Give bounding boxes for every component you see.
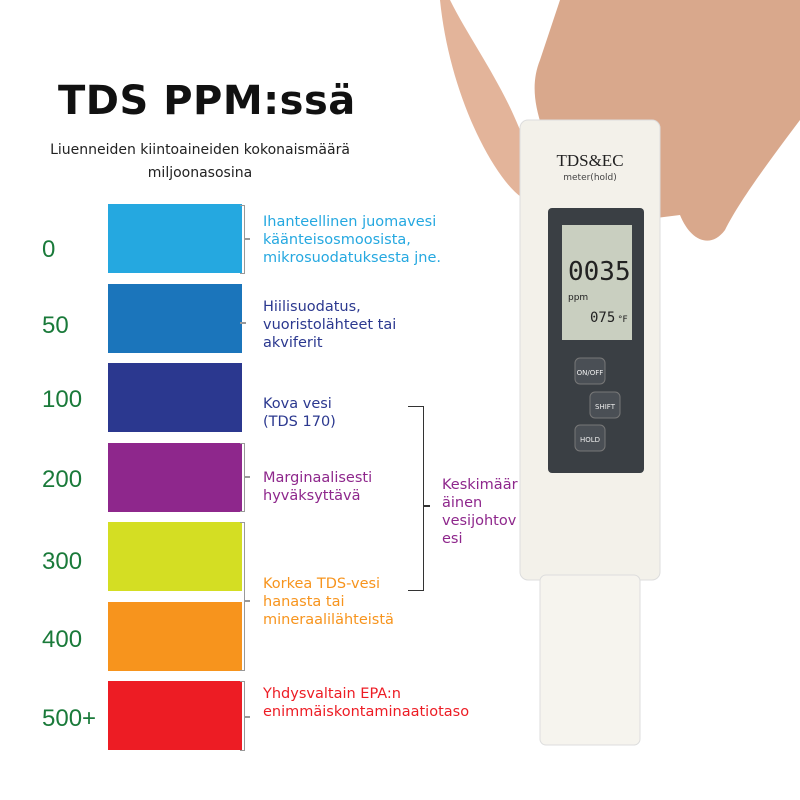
description-line: Korkea TDS-vesi (263, 576, 381, 592)
on-off-button[interactable] (574, 357, 606, 385)
description-line: vuoristolähteet tai (263, 317, 397, 333)
svg-text:HOLD: HOLD (580, 436, 600, 444)
level-label: 300 (42, 548, 83, 575)
level-bar-3 (108, 443, 242, 512)
bracket (240, 522, 245, 671)
level-bar-6 (108, 681, 242, 750)
description-line: Ihanteellinen juomavesi (263, 214, 437, 230)
level-description: Hiilisuodatus, vuoristolähteet tai akvifer… (263, 298, 396, 352)
level-bar-4 (108, 522, 242, 591)
brand-label: TDS&EC (556, 151, 623, 170)
description-line: enimmäiskontaminaatiotaso (263, 704, 470, 720)
level-description: Ihanteellinen juomavesi käänteisosmoosist… (263, 213, 441, 267)
description-line: käänteisosmoosista, (263, 232, 411, 248)
mode-label: meter(hold) (563, 173, 617, 183)
level-label: 500+ (42, 705, 97, 732)
description-line: mineraalilähteistä (263, 612, 394, 628)
average-line: vesijohtov (442, 513, 517, 529)
level-label: 0 (42, 236, 56, 263)
level-description: Marginaalisesti hyväksyttävä (263, 469, 372, 505)
tds-meter-image: TDS&EC meter(hold) 0035 ppm 075 °F ON/OF… (440, 0, 800, 746)
lcd-reading: 0035 (568, 257, 631, 287)
svg-text:SHIFT: SHIFT (595, 403, 616, 411)
bracket-tick (424, 505, 430, 507)
level-label: 200 (42, 466, 83, 493)
lcd-screen (562, 225, 632, 340)
description-line: hanasta tai (263, 594, 345, 610)
level-description: Kova vesi (TDS 170) (263, 395, 336, 431)
level-label: 400 (42, 626, 83, 653)
bracket (240, 205, 245, 274)
average-line: esi (442, 531, 463, 547)
average-line: äinen (442, 495, 483, 511)
subtitle: miljoonasosina (147, 165, 253, 181)
description-line: mikrosuodatuksesta jne. (263, 250, 442, 266)
bracket-tick (244, 476, 250, 478)
level-description: Yhdysvaltain EPA:n enimmäiskontaminaatiot… (263, 685, 469, 721)
hold-button[interactable] (574, 424, 606, 452)
svg-text:ON/OFF: ON/OFF (577, 369, 604, 377)
level-bar-0 (108, 204, 242, 273)
level-bar-1 (108, 284, 242, 353)
subtitle: Liuenneiden kiintoaineiden kokonaismäärä (50, 142, 350, 158)
level-description: Korkea TDS-vesi hanasta tai mineraalilähte… (263, 575, 394, 629)
description-line: hyväksyttävä (263, 488, 361, 504)
level-label: 50 (42, 312, 69, 339)
level-label: 100 (42, 386, 83, 413)
bracket-tick (244, 600, 250, 602)
level-bar-5 (108, 602, 242, 671)
average-tap-label: Keskimäär äinen vesijohtov esi (442, 476, 518, 548)
description-line: Hiilisuodatus, (263, 299, 361, 315)
average-bracket (408, 406, 424, 591)
bracket-tick (240, 322, 246, 324)
description-line: Marginaalisesti (263, 470, 373, 486)
lcd-unit: ppm (568, 293, 588, 303)
bracket-tick (244, 716, 250, 718)
level-bar-2 (108, 363, 242, 432)
lcd-temp-unit: °F (618, 315, 628, 325)
lcd-temperature: 075 (590, 310, 615, 326)
description-line: akviferit (263, 335, 323, 351)
description-line: Yhdysvaltain EPA:n (263, 686, 401, 702)
description-line: Kova vesi (263, 396, 332, 412)
average-line: Keskimäär (442, 477, 518, 493)
thumb (440, 0, 544, 202)
bracket-tick (244, 238, 250, 240)
description-line: (TDS 170) (263, 414, 336, 430)
page-title: TDS PPM:ssä (58, 78, 356, 124)
shift-button[interactable] (589, 391, 621, 419)
bracket (240, 443, 245, 512)
meter-cap (539, 574, 641, 746)
